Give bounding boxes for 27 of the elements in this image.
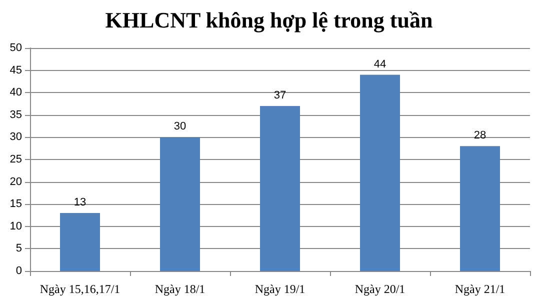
- y-tick-label: 50: [10, 42, 22, 54]
- y-tick-label: 45: [10, 64, 22, 76]
- bar: [60, 213, 100, 271]
- chart-title: KHLCNT không hợp lệ trong tuần: [105, 8, 433, 32]
- x-tick-label: Ngày 18/1: [154, 282, 206, 296]
- x-tick-label: Ngày 15,16,17/1: [40, 282, 120, 296]
- data-label: 13: [74, 196, 86, 209]
- y-tick-label: 35: [10, 108, 22, 121]
- y-tick-label: 10: [10, 220, 22, 232]
- y-tick-label: 20: [10, 176, 22, 188]
- y-tick-label: 25: [10, 154, 22, 166]
- y-tick-label: 40: [10, 86, 22, 99]
- y-tick-label: 5: [16, 242, 22, 255]
- x-tick-label: Ngày 19/1: [254, 282, 306, 296]
- y-tick-label: 15: [10, 198, 22, 210]
- data-label: 28: [474, 130, 486, 142]
- y-tick-label: 0: [16, 265, 22, 277]
- bar: [160, 137, 200, 271]
- data-label: 37: [274, 89, 286, 102]
- bar: [360, 74, 400, 271]
- x-tick-label: Ngày 20/1: [354, 282, 406, 296]
- x-tick-label: Ngày 21/1: [454, 282, 506, 296]
- bar: [260, 106, 300, 271]
- y-tick-label: 30: [10, 131, 22, 144]
- data-label: 44: [374, 58, 386, 70]
- data-label: 30: [174, 120, 186, 133]
- bar: [460, 146, 500, 271]
